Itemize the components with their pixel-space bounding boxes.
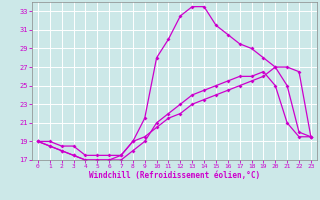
X-axis label: Windchill (Refroidissement éolien,°C): Windchill (Refroidissement éolien,°C) [89, 171, 260, 180]
